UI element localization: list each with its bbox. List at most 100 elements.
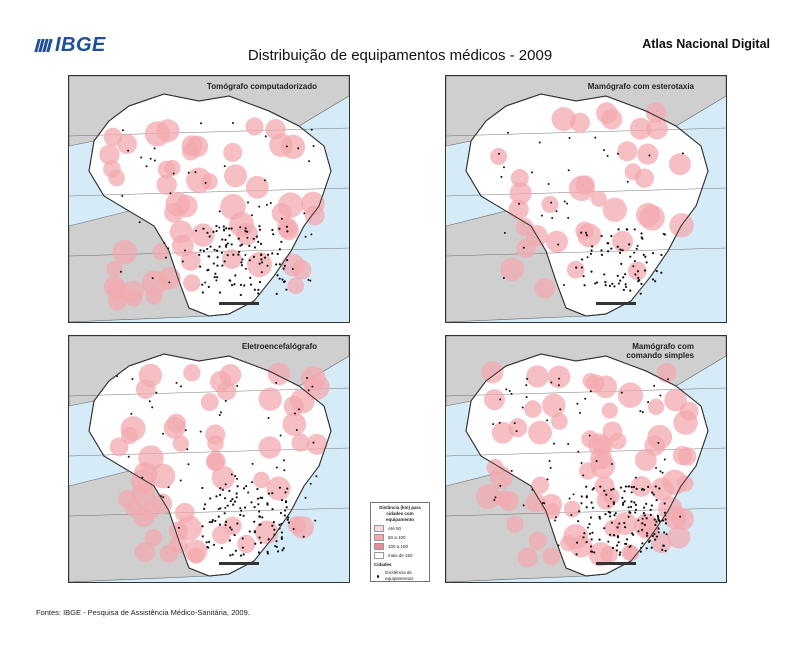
city-point [231, 553, 234, 556]
city-point [201, 283, 204, 286]
city-point [172, 172, 175, 175]
city-point [252, 255, 256, 258]
city-point [577, 450, 580, 453]
city-point [127, 455, 130, 458]
city-point [286, 518, 289, 521]
city-point [121, 194, 124, 197]
city-point [240, 261, 243, 264]
city-point [643, 514, 646, 517]
city-point [663, 502, 666, 505]
city-point [234, 274, 237, 277]
city-point [613, 285, 616, 288]
coverage-buffer [169, 534, 188, 554]
city-point [247, 201, 250, 204]
city-point [645, 532, 649, 535]
city-point [131, 377, 134, 380]
city-point [637, 530, 640, 533]
coverage-buffer [207, 435, 224, 452]
city-point [264, 135, 267, 138]
city-point [216, 256, 219, 259]
city-point [580, 502, 583, 505]
city-point [659, 470, 662, 473]
coverage-buffer [156, 174, 177, 195]
city-point [546, 478, 549, 481]
city-point [639, 550, 642, 553]
city-point [179, 479, 182, 482]
city-point [177, 526, 180, 529]
city-point [187, 463, 190, 466]
city-point [244, 230, 247, 233]
coverage-buffer [545, 230, 568, 253]
coverage-buffer [180, 250, 201, 271]
city-point [310, 233, 313, 236]
coverage-buffer [542, 547, 561, 566]
coverage-buffer [637, 143, 659, 165]
city-point [633, 251, 636, 254]
coverage-buffer [109, 437, 129, 457]
legend-cities-row: Existência de equipamentos [374, 570, 426, 582]
coverage-buffer [604, 519, 622, 538]
city-point [621, 249, 624, 252]
coverage-buffer [664, 388, 687, 412]
coverage-buffer [163, 416, 186, 439]
coverage-buffer [542, 393, 566, 418]
city-point [284, 501, 288, 504]
city-point [201, 535, 204, 538]
city-point [208, 235, 211, 238]
brazil-border [88, 353, 332, 577]
city-point [579, 411, 582, 414]
coverage-buffer [258, 387, 282, 411]
coverage-buffer [304, 374, 330, 400]
city-point [651, 534, 654, 538]
city-point [267, 416, 270, 419]
coverage-buffer [291, 260, 312, 280]
city-point [278, 277, 281, 280]
coverage-buffer [531, 476, 549, 494]
coverage-buffer [588, 433, 611, 456]
city-point [555, 516, 558, 519]
city-point [201, 291, 204, 294]
city-point [641, 411, 644, 414]
coverage-buffer [287, 516, 306, 535]
coverage-buffer [209, 370, 232, 393]
coverage-buffer [118, 489, 137, 509]
city-point [149, 157, 152, 160]
city-point [266, 502, 269, 505]
city-point [175, 381, 178, 384]
city-point [312, 145, 315, 148]
city-point [654, 280, 657, 283]
coverage-buffer [495, 490, 513, 507]
coverage-buffer [265, 118, 286, 140]
city-point [636, 270, 640, 273]
city-point [226, 504, 229, 507]
city-point [258, 262, 261, 265]
city-point [226, 254, 229, 257]
city-point [287, 521, 291, 524]
city-point [287, 516, 290, 519]
coverage-buffer [575, 175, 595, 195]
city-point [282, 267, 285, 270]
coverage-buffer [663, 506, 687, 530]
city-point [222, 225, 225, 228]
city-point [661, 471, 664, 474]
city-point [570, 513, 573, 516]
scale-bar [219, 302, 259, 305]
city-point [194, 171, 197, 174]
coverage-buffer [258, 436, 282, 459]
city-point [275, 292, 278, 295]
city-point [621, 496, 624, 499]
map-title-4: Mamógrafo com comando simples [626, 342, 694, 360]
coverage-buffer [144, 528, 163, 547]
city-point [244, 227, 247, 230]
city-point [645, 502, 648, 505]
city-point [249, 283, 253, 286]
legend-class-4: mais de 150 [374, 552, 426, 559]
coverage-buffer [526, 365, 549, 388]
city-point [641, 237, 644, 240]
coverage-buffer [617, 382, 644, 408]
city-point [256, 497, 260, 500]
city-point [651, 278, 655, 281]
city-point [225, 520, 228, 523]
city-point [526, 377, 529, 380]
city-point [226, 242, 229, 245]
